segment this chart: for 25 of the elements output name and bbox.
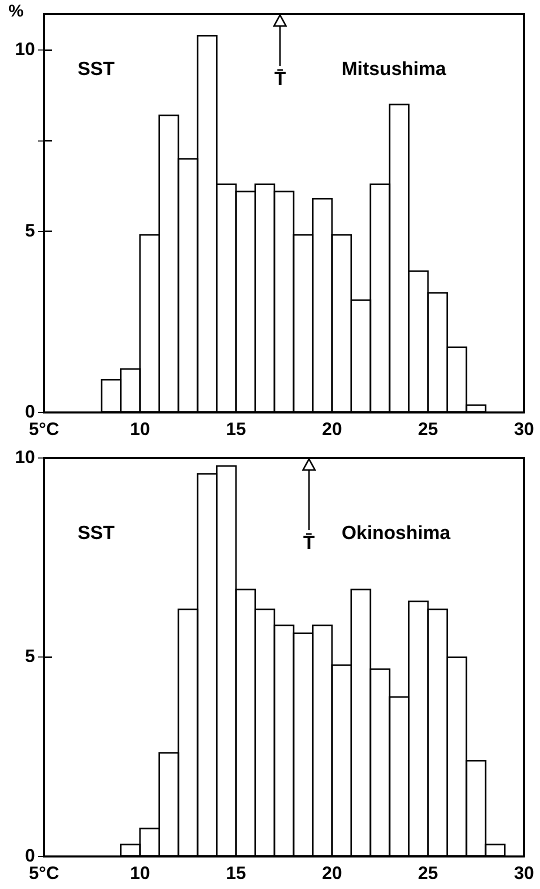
y-tick-label: 10 <box>14 446 35 467</box>
x-tick-label: 20 <box>322 419 342 440</box>
x-tick-label: 10 <box>130 419 150 440</box>
annotation: Mitsushima <box>342 59 447 80</box>
x-tick-label: 25 <box>418 863 438 884</box>
x-tick-label: 5°C <box>28 863 60 884</box>
ref-line-label: T̄ <box>274 68 286 90</box>
y-tick-label: 5 <box>24 220 35 240</box>
x-tick-label: 10 <box>130 863 150 884</box>
x-tick-label: 5°C <box>28 419 60 440</box>
x-tick-label: 25 <box>418 419 438 440</box>
y-tick-label: 5 <box>24 646 35 666</box>
y-tick-label: 0 <box>24 845 35 866</box>
ref-line-label: T̄ <box>303 532 316 554</box>
annotation: SST <box>78 523 115 544</box>
x-tick-label: 30 <box>514 419 534 440</box>
x-tick-label: 20 <box>322 863 342 884</box>
y-tick-label: 10 <box>14 39 35 60</box>
x-tick-label: 15 <box>226 863 246 884</box>
y-tick-label: 0 <box>24 401 35 422</box>
x-tick-label: 30 <box>514 863 534 884</box>
annotation: Okinoshima <box>342 523 451 544</box>
annotation: SST <box>78 59 115 80</box>
x-tick-label: 15 <box>226 419 246 440</box>
y-axis-title: % <box>8 2 24 21</box>
